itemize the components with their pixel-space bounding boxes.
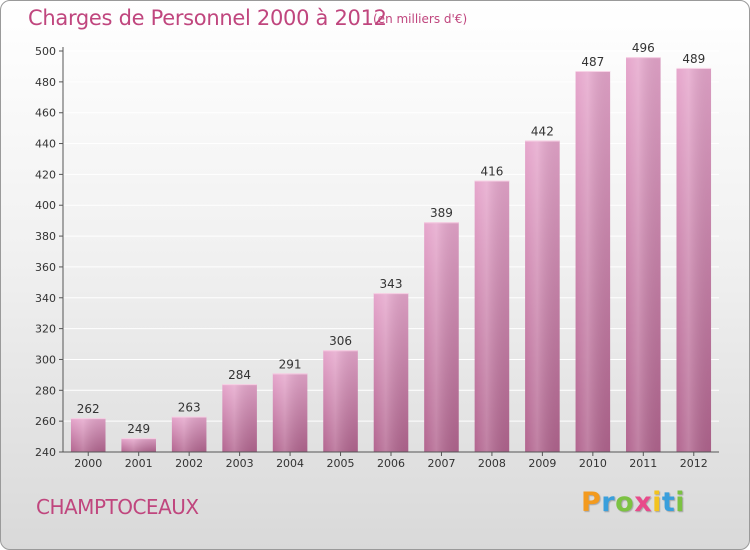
logo-letter: t bbox=[661, 487, 676, 518]
bar-value-label: 416 bbox=[480, 165, 503, 179]
bar-shine bbox=[70, 418, 106, 452]
proxiti-logo: Proxiti bbox=[581, 487, 685, 518]
x-tick-label: 2008 bbox=[478, 457, 506, 470]
logo-letter: i bbox=[675, 487, 686, 518]
x-tick-label: 2001 bbox=[125, 457, 153, 470]
x-tick-label: 2010 bbox=[579, 457, 607, 470]
bar-value-label: 389 bbox=[430, 206, 453, 220]
chart-title: Charges de Personnel 2000 à 2012 bbox=[28, 6, 387, 30]
bar-shine bbox=[373, 293, 409, 452]
bar-value-label: 262 bbox=[77, 402, 100, 416]
bar-value-label: 291 bbox=[279, 357, 302, 371]
bar-shine bbox=[676, 67, 712, 452]
bar-value-label: 487 bbox=[581, 55, 604, 69]
bar-value-label: 496 bbox=[632, 41, 655, 55]
y-tick-label: 320 bbox=[35, 323, 56, 336]
logo-letter: r bbox=[601, 487, 616, 518]
y-tick-label: 260 bbox=[35, 415, 56, 428]
y-tick-label: 500 bbox=[35, 45, 56, 58]
logo-letter: x bbox=[634, 487, 653, 518]
bar-layer bbox=[70, 57, 712, 453]
bar-value-label: 489 bbox=[682, 52, 705, 66]
bar-value-label: 306 bbox=[329, 334, 352, 348]
bar-shine bbox=[121, 438, 156, 452]
x-tick-label: 2007 bbox=[427, 457, 455, 470]
bar-shine bbox=[171, 416, 207, 452]
bar-shine bbox=[474, 180, 510, 453]
y-tick-label: 300 bbox=[35, 353, 56, 366]
x-tick-label: 2005 bbox=[327, 457, 355, 470]
x-tick-label: 2004 bbox=[276, 457, 304, 470]
x-tick-label: 2009 bbox=[528, 457, 556, 470]
bar-shine bbox=[525, 140, 560, 452]
x-tick-label: 2003 bbox=[226, 457, 254, 470]
y-tick-label: 280 bbox=[35, 384, 56, 397]
bar-shine bbox=[424, 222, 459, 452]
bar-value-label: 284 bbox=[228, 368, 251, 382]
commune-name: CHAMPTOCEAUX bbox=[36, 495, 199, 519]
x-tick-label: 2002 bbox=[175, 457, 203, 470]
x-tick-label: 2012 bbox=[680, 457, 708, 470]
y-tick-label: 360 bbox=[35, 261, 56, 274]
y-tick-label: 460 bbox=[35, 107, 56, 120]
x-tick-label: 2011 bbox=[629, 457, 657, 470]
y-tick-label: 400 bbox=[35, 199, 56, 212]
y-tick-label: 380 bbox=[35, 230, 56, 243]
bar-value-label: 343 bbox=[380, 277, 403, 291]
x-tick-label: 2006 bbox=[377, 457, 405, 470]
bar-shine bbox=[626, 57, 661, 453]
logo-letter: P bbox=[581, 487, 602, 518]
bar-value-label: 442 bbox=[531, 124, 554, 138]
logo-letter: i bbox=[652, 487, 662, 518]
bar-value-label: 249 bbox=[127, 422, 150, 436]
y-tick-label: 420 bbox=[35, 168, 56, 181]
y-tick-label: 480 bbox=[35, 76, 56, 89]
y-tick-label: 440 bbox=[35, 138, 56, 151]
axis-layer: 240 260 280 300 320 340 360 380 400 420 440 460 480 5… bbox=[35, 45, 719, 470]
y-tick-label: 340 bbox=[35, 292, 56, 305]
bar-shine bbox=[575, 71, 611, 453]
label-layer: 262 249 263 284 291 306 343 389 416 442 487 496 489 bbox=[77, 41, 705, 436]
bar-shine bbox=[272, 373, 308, 452]
bar-value-label: 263 bbox=[178, 401, 201, 415]
y-tick-label: 240 bbox=[35, 446, 56, 459]
x-tick-label: 2000 bbox=[74, 457, 102, 470]
bar-shine bbox=[323, 350, 358, 452]
chart-subtitle: (en milliers d'€) bbox=[373, 12, 468, 26]
bar-shine bbox=[222, 384, 257, 452]
logo-letter: o bbox=[615, 487, 635, 518]
